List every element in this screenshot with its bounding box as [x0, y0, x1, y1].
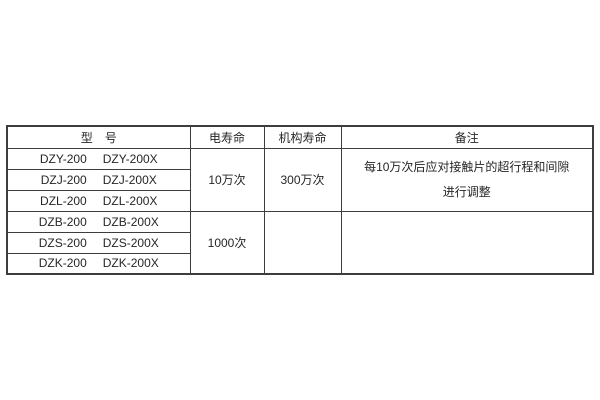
model-name: DZK-200X [102, 256, 159, 271]
remarks-cell [340, 210, 594, 275]
header-mechanical-life: 机构寿命 [263, 125, 342, 149]
model-name: DZS-200X [102, 235, 159, 250]
header-remarks: 备注 [340, 125, 594, 149]
model-cell: DZK-200 DZK-200X [6, 252, 191, 275]
model-name: DZY-200 [39, 151, 87, 166]
remark-line-1: 每10万次后应对接触片的超行程和间隙 [364, 159, 570, 174]
model-name: DZJ-200X [102, 172, 157, 187]
model-name: DZL-200X [102, 193, 158, 208]
electrical-life-cell: 10万次 [189, 147, 265, 212]
model-name: DZY-200X [102, 151, 158, 166]
table-row: DZB-200 DZB-200X 1000次 [6, 210, 594, 275]
model-cell: DZL-200 DZL-200X [6, 189, 191, 212]
electrical-life-cell: 1000次 [189, 210, 265, 275]
header-model: 型 号 [6, 125, 191, 149]
model-cell: DZS-200 DZS-200X [6, 231, 191, 254]
model-name: DZS-200 [38, 235, 87, 250]
table-row: DZK-200 DZK-200X [6, 252, 593, 275]
table-row: DZJ-200 DZJ-200X [6, 168, 593, 191]
header-electrical-life: 电寿命 [189, 125, 265, 149]
mechanical-life-cell: 300万次 [263, 147, 342, 212]
mechanical-life-cell [263, 210, 342, 275]
model-name: DZL-200 [40, 193, 87, 208]
model-cell: DZJ-200 DZJ-200X [6, 168, 191, 191]
model-name: DZB-200X [102, 214, 159, 229]
model-name: DZJ-200 [40, 172, 87, 187]
spec-table: 型 号 电寿命 机构寿命 备注 DZY-200 DZY-200X 10万次 30… [6, 125, 594, 275]
model-cell: DZY-200 DZY-200X [6, 147, 191, 170]
table-row: DZY-200 DZY-200X 10万次 300万次 每10万次后应对接触片的… [6, 147, 594, 212]
model-cell: DZB-200 DZB-200X [6, 210, 191, 233]
table-row: DZL-200 DZL-200X [6, 189, 593, 212]
header-row: 型 号 电寿命 机构寿命 备注 [6, 125, 594, 149]
remark-line-2: 进行调整 [442, 184, 491, 199]
model-name: DZK-200 [38, 256, 87, 271]
model-name: DZB-200 [38, 214, 87, 229]
remarks-cell: 每10万次后应对接触片的超行程和间隙 进行调整 [340, 147, 594, 212]
